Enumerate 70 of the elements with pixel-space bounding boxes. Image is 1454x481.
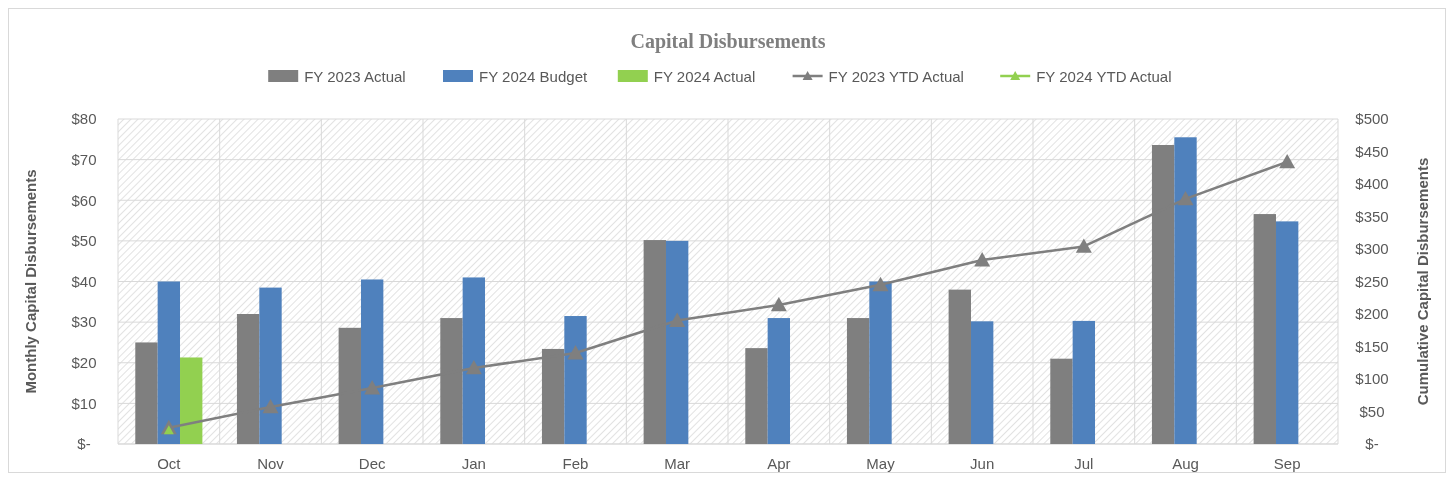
point: [770, 296, 787, 312]
y-tick-label: $30: [71, 313, 97, 331]
bar: [745, 348, 768, 444]
y2-tick-label: $200: [1355, 305, 1389, 323]
point: [872, 276, 889, 292]
legend-label: FY 2023 YTD Actual: [828, 68, 964, 85]
y-axis-title: Monthly Capital Disbursements: [22, 169, 39, 394]
y2-tick-label: $450: [1355, 142, 1389, 160]
x-tick-label: Mar: [664, 455, 691, 472]
y2-tick-label: $50: [1359, 402, 1385, 420]
y2-tick-label: $250: [1355, 272, 1389, 290]
y2-axis-title: Cumulative Capital Disbursements: [1414, 157, 1431, 406]
x-tick-label: Dec: [358, 455, 386, 472]
bar: [767, 318, 791, 444]
bar: [180, 357, 203, 444]
point: [262, 398, 279, 414]
bar: [462, 277, 486, 444]
x-tick-label: Oct: [157, 455, 182, 472]
y2-tick-label: $150: [1355, 337, 1389, 355]
x-tick-label: Apr: [767, 455, 791, 472]
bar: [970, 321, 994, 444]
bar: [665, 240, 689, 444]
y2-tick-label: $500: [1355, 110, 1389, 128]
y2-tick-label: $-: [1365, 435, 1379, 453]
y-tick-label: $60: [71, 191, 97, 209]
point: [1075, 238, 1092, 253]
legend-label: FY 2024 Budget: [479, 68, 588, 85]
point: [465, 359, 482, 375]
y2-tick-label: $350: [1355, 207, 1389, 225]
x-tick-label: May: [866, 455, 896, 472]
bar: [1050, 358, 1073, 444]
x-tick-label: Sep: [1273, 455, 1301, 472]
x-tick-label: Jul: [1074, 455, 1094, 472]
y2-tick-label: $100: [1355, 370, 1389, 388]
point: [974, 252, 991, 267]
x-tick-label: Aug: [1172, 455, 1199, 472]
x-tick-label: Nov: [257, 455, 285, 472]
y2-tick-label: $400: [1355, 175, 1389, 193]
x-tick-label: Feb: [562, 455, 589, 472]
bar: [135, 342, 158, 444]
point: [1177, 190, 1194, 206]
bar: [846, 318, 870, 444]
legend-label: FY 2024 Actual: [653, 68, 756, 85]
y-tick-label: $40: [71, 272, 97, 290]
y-tick-label: $70: [71, 150, 97, 168]
x-tick-label: Jun: [970, 455, 995, 472]
legend-label: FY 2023 Actual: [304, 68, 406, 85]
bar: [564, 316, 587, 444]
point: [567, 345, 584, 360]
bar: [360, 279, 384, 444]
bar: [948, 289, 971, 444]
y-tick-label: $10: [71, 394, 97, 412]
bar: [1174, 137, 1197, 444]
y-tick-label: $50: [71, 232, 97, 250]
bar: [1072, 320, 1096, 444]
bar: [869, 281, 892, 444]
chart-title: Capital Disbursements: [630, 30, 826, 53]
point: [364, 380, 381, 395]
point: [669, 312, 686, 327]
y-tick-label: $20: [71, 354, 97, 371]
y2-tick-label: $300: [1355, 240, 1389, 258]
bar: [1275, 221, 1299, 444]
bar: [1253, 214, 1276, 444]
bar: [157, 281, 181, 444]
point: [1279, 153, 1296, 169]
y-tick-label: $-: [77, 435, 91, 453]
legend-label: FY 2024 YTD Actual: [1036, 68, 1172, 85]
y-tick-label: $80: [71, 110, 97, 128]
bar: [259, 287, 282, 444]
x-tick-label: Jan: [461, 455, 486, 472]
